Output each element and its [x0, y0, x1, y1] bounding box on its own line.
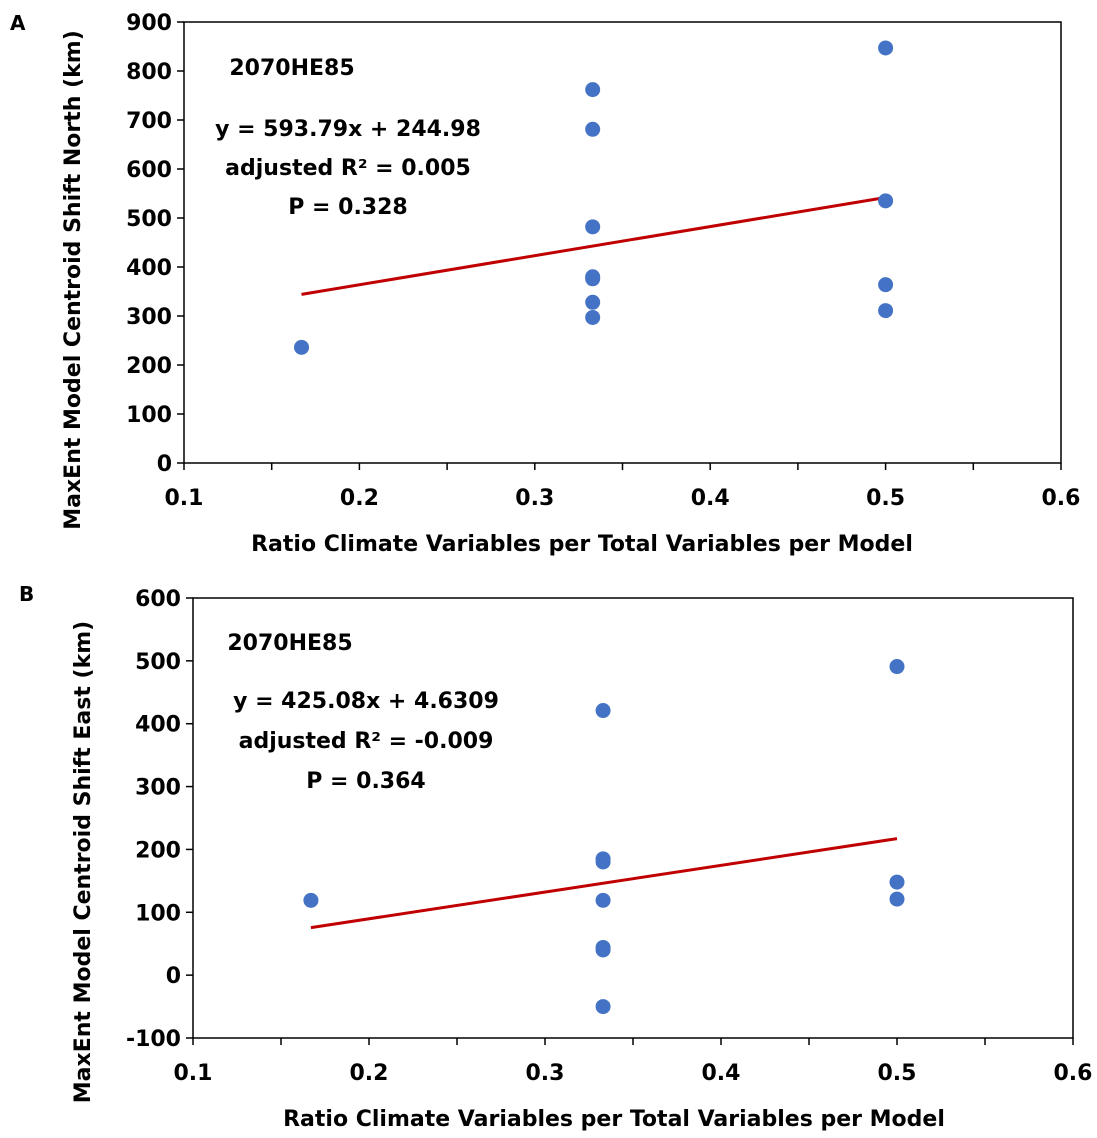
y-tick-label: 100: [126, 403, 172, 428]
data-point: [595, 999, 611, 1015]
x-tick-label: 0.6: [1054, 1061, 1093, 1086]
panel-label: A: [10, 11, 26, 35]
y-tick-label: 600: [135, 587, 181, 612]
adjusted-r-squared: adjusted R² = -0.009: [239, 729, 494, 754]
points-layer: [294, 40, 894, 355]
data-point: [595, 703, 611, 719]
y-tick-label: 700: [126, 109, 172, 134]
regression-equation: y = 593.79x + 244.98: [215, 117, 481, 142]
y-tick-label: 100: [135, 901, 181, 926]
regression-equation: y = 425.08x + 4.6309: [233, 689, 499, 714]
scenario-label: 2070HE85: [227, 631, 352, 656]
y-tick-label: 0: [166, 964, 181, 989]
data-point: [595, 892, 611, 908]
points-layer: [303, 659, 905, 1015]
data-point: [889, 891, 905, 907]
trendline: [310, 837, 898, 930]
data-point: [585, 309, 601, 325]
y-tick-label: 900: [126, 11, 172, 36]
data-point: [889, 659, 905, 675]
x-tick-label: 0.2: [350, 1061, 389, 1086]
data-point: [585, 82, 601, 98]
p-value: P = 0.328: [288, 195, 407, 220]
adjusted-r-squared: adjusted R² = 0.005: [225, 156, 471, 181]
panel-a: A 2070HE85 y = 593.79x + 244.98 adjusted…: [10, 11, 1080, 557]
p-value: P = 0.364: [306, 769, 425, 794]
y-tick-label: 500: [135, 650, 181, 675]
data-point: [595, 942, 611, 958]
y-axis-title: MaxEnt Model Centroid Shift East (km): [71, 621, 96, 1103]
x-tick-label: 0.4: [691, 486, 730, 511]
data-point: [585, 271, 601, 287]
data-point: [303, 892, 319, 908]
data-point: [878, 40, 894, 56]
y-tick-label: 300: [126, 305, 172, 330]
y-tick-label: 800: [126, 60, 172, 85]
data-point: [585, 219, 601, 235]
x-tick-label: 0.3: [526, 1061, 565, 1086]
trendline: [301, 196, 886, 296]
panel-b: B 2070HE85 y = 425.08x + 4.6309 adjusted…: [19, 582, 1092, 1132]
data-point: [878, 193, 894, 209]
plot-frame: [192, 597, 1074, 1039]
trendline-layer: [301, 196, 886, 296]
y-tick-label: 200: [135, 838, 181, 863]
y-tick-label: 300: [135, 776, 181, 801]
panel-label: B: [19, 582, 34, 606]
axis-ticks: -100 0 100 200 300 400 500 600 0.1 0.2 0.3 0.4 0.5 0.…: [126, 587, 1093, 1086]
y-tick-label: 500: [126, 207, 172, 232]
trendline-layer: [310, 837, 898, 930]
y-tick-label: 200: [126, 354, 172, 379]
x-tick-label: 0.2: [340, 486, 379, 511]
data-point: [878, 277, 894, 293]
data-point: [585, 294, 601, 310]
x-tick-label: 0.6: [1042, 486, 1081, 511]
y-tick-label: 0: [157, 452, 172, 477]
x-axis-title: Ratio Climate Variables per Total Variab…: [283, 1107, 945, 1132]
data-point: [585, 121, 601, 137]
y-tick-label: 400: [135, 713, 181, 738]
y-tick-label: 600: [126, 158, 172, 183]
x-tick-label: 0.1: [174, 1061, 213, 1086]
x-tick-label: 0.5: [878, 1061, 917, 1086]
x-axis-title: Ratio Climate Variables per Total Variab…: [251, 532, 913, 557]
x-tick-label: 0.4: [702, 1061, 741, 1086]
data-point: [889, 874, 905, 890]
x-tick-label: 0.3: [515, 486, 554, 511]
y-axis-title: MaxEnt Model Centroid Shift North (km): [61, 30, 86, 530]
scenario-label: 2070HE85: [229, 56, 354, 81]
y-tick-label: -100: [126, 1027, 181, 1052]
x-tick-label: 0.5: [866, 486, 905, 511]
data-point: [294, 339, 310, 355]
data-point: [878, 303, 894, 319]
x-tick-label: 0.1: [165, 486, 204, 511]
y-tick-label: 400: [126, 256, 172, 281]
data-point: [595, 854, 611, 870]
axis-ticks: 0 100 200 300 400 500 600 700 800 900 0.1 0.2 0.3 0.4…: [126, 11, 1080, 511]
